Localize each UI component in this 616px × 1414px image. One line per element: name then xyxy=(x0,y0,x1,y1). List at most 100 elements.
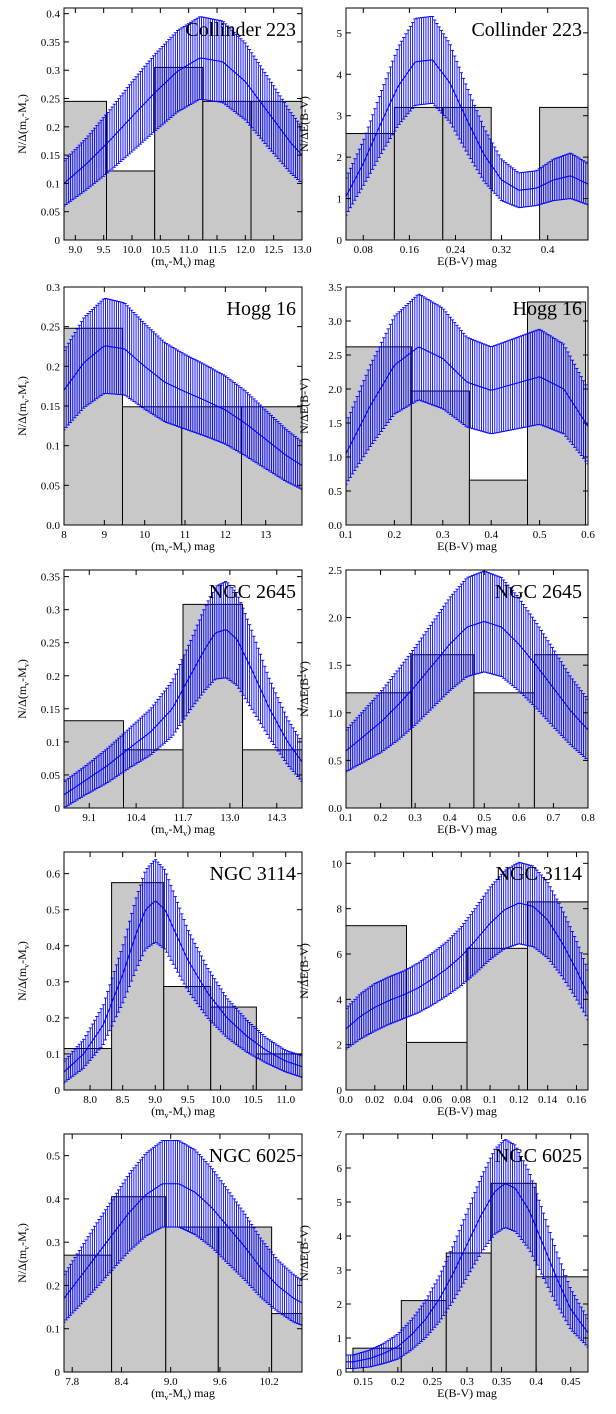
x-tick-label: 0.45 xyxy=(561,1376,581,1388)
data-layer xyxy=(346,293,588,525)
x-tick-label: 0.1 xyxy=(483,1094,497,1106)
x-axis-label-sub: v xyxy=(165,546,169,555)
panel-title: Collinder 223 xyxy=(185,19,296,41)
x-axis-label-sub: v xyxy=(165,261,169,270)
x-tick-label: 9.0 xyxy=(164,1376,178,1388)
y-tick-label: 7 xyxy=(337,1129,343,1141)
y-axis-label-tail: ) xyxy=(15,1223,29,1227)
y-axis-label-main: N/Δ(m xyxy=(15,120,29,154)
x-tick-label: 10.0 xyxy=(122,244,142,256)
y-tick-label: 0.3 xyxy=(46,605,60,617)
x-tick-label: 0.25 xyxy=(423,1376,443,1388)
x-tick-label: 9 xyxy=(102,529,108,541)
data-layer xyxy=(64,859,302,1090)
y-axis-label-sub: v xyxy=(22,663,31,667)
y-axis-label-sub: v xyxy=(22,117,31,121)
y-tick-label: 0 xyxy=(55,235,61,247)
fit-curve xyxy=(64,900,302,1073)
y-axis-label: N/Δ(mv-Mv) xyxy=(15,1223,31,1283)
y-tick-label: 2 xyxy=(337,1299,343,1311)
y-tick-label: 0.3 xyxy=(46,1237,60,1249)
panel-title: NGC 6025 xyxy=(209,1145,296,1167)
x-axis-label-mid: -M xyxy=(169,1386,184,1400)
x-axis-label-tail: ) mag xyxy=(187,539,215,553)
plot-frame xyxy=(345,7,589,241)
x-tick-label: 8 xyxy=(61,529,67,541)
panel-title: Collinder 223 xyxy=(471,19,582,41)
fit-curve xyxy=(346,346,588,454)
y-axis-label-sub: v xyxy=(22,945,31,949)
x-axis-label-tail: ) mag xyxy=(187,822,215,836)
data-layer xyxy=(64,581,302,808)
y-tick-label: 5 xyxy=(337,1197,343,1209)
x-tick-label: 11 xyxy=(180,529,191,541)
y-tick-label: 0.5 xyxy=(328,755,342,767)
x-tick-label: 13.0 xyxy=(292,244,312,256)
x-tick-label: 10.5 xyxy=(151,244,171,256)
y-axis-label: N/ΔE(B-V) xyxy=(297,378,311,434)
histogram-bar xyxy=(255,1053,302,1090)
x-axis-label: (mv-Mv) mag xyxy=(151,539,215,555)
y-axis-label-mid: -M xyxy=(15,384,29,399)
x-axis-label-sub: v xyxy=(165,1393,169,1402)
x-axis-label: (mv-Mv) mag xyxy=(151,1386,215,1402)
y-axis-label-tail: ) xyxy=(15,94,29,98)
x-axis-label-mid: -M xyxy=(169,822,184,836)
histogram-bar xyxy=(121,406,183,525)
x-tick-label: 0.6 xyxy=(581,529,595,541)
x-tick-label: 10.4 xyxy=(126,812,146,824)
y-tick-label: 3 xyxy=(337,111,343,123)
y-tick-label: 0.25 xyxy=(41,638,61,650)
y-tick-label: 2.5 xyxy=(328,350,342,362)
x-tick-label: 0.5 xyxy=(533,529,547,541)
x-tick-label: 0.4 xyxy=(484,529,498,541)
x-tick-label: 0.12 xyxy=(509,1094,528,1106)
x-tick-label: 0.6 xyxy=(512,812,526,824)
y-axis-label: N/ΔE(B-V) xyxy=(297,943,311,999)
panel-title: NGC 2645 xyxy=(209,581,296,603)
x-tick-label: 0.4 xyxy=(443,812,457,824)
y-axis-label-main: N/ΔE(B-V) xyxy=(297,661,311,717)
x-axis-label-tail: ) mag xyxy=(187,1386,215,1400)
x-axis-label: E(B-V) mag xyxy=(437,1104,497,1118)
x-tick-label: 9.6 xyxy=(213,1376,227,1388)
x-tick-label: 12.0 xyxy=(236,244,256,256)
y-tick-label: 1.0 xyxy=(328,452,342,464)
plot-frame xyxy=(63,851,303,1091)
y-tick-label: 4 xyxy=(337,1231,343,1243)
x-tick-label: 8.4 xyxy=(115,1376,129,1388)
histogram-bar xyxy=(64,327,123,525)
y-axis-label-main: N/Δ(m xyxy=(15,967,29,1001)
x-tick-label: 8.0 xyxy=(83,1094,97,1106)
y-axis-label-main: N/Δ(m xyxy=(15,1249,29,1283)
y-tick-label: 0.2 xyxy=(46,1013,60,1025)
y-tick-label: 3.5 xyxy=(328,282,342,294)
x-tick-label: 9.1 xyxy=(82,812,96,824)
histogram-bar xyxy=(406,1041,468,1090)
fit-curve xyxy=(64,1183,302,1304)
x-axis-label-mid: -M xyxy=(169,539,184,553)
plot-frame xyxy=(345,286,589,526)
x-tick-label: 11.7 xyxy=(174,812,193,824)
histogram-bar xyxy=(242,749,302,808)
x-tick-label: 7.8 xyxy=(65,1376,79,1388)
x-axis-label: (mv-Mv) mag xyxy=(151,822,215,838)
y-axis-label: N/ΔE(B-V) xyxy=(297,96,311,152)
panel-2: 8 9 10 11 12 13 0.0 0.05 0.1 0.15 0.2 0.25 0.3 Hogg 1… xyxy=(15,282,303,555)
x-axis-label-tail: ) mag xyxy=(187,1104,215,1118)
x-axis-label-main: (m xyxy=(151,1104,165,1118)
y-tick-label: 0.1 xyxy=(46,1049,60,1061)
x-tick-label: 12.5 xyxy=(264,244,284,256)
y-axis-label-main: N/ΔE(B-V) xyxy=(297,943,311,999)
x-axis-label-mid: -M xyxy=(169,1104,184,1118)
y-axis-label-sub: v xyxy=(22,1227,31,1231)
panel-7: 0.0 0.02 0.04 0.06 0.08 0.1 0.12 0.14 0.16 0 2 4 6 8 1… xyxy=(297,851,589,1118)
histogram-bar xyxy=(181,406,242,525)
y-tick-label: 0.3 xyxy=(46,65,60,77)
x-tick-label: 0.0 xyxy=(339,1094,353,1106)
y-tick-label: 2 xyxy=(337,152,343,164)
y-tick-label: 4 xyxy=(337,69,343,81)
histogram-bar xyxy=(473,692,535,808)
x-axis-label-main: (m xyxy=(151,539,165,553)
